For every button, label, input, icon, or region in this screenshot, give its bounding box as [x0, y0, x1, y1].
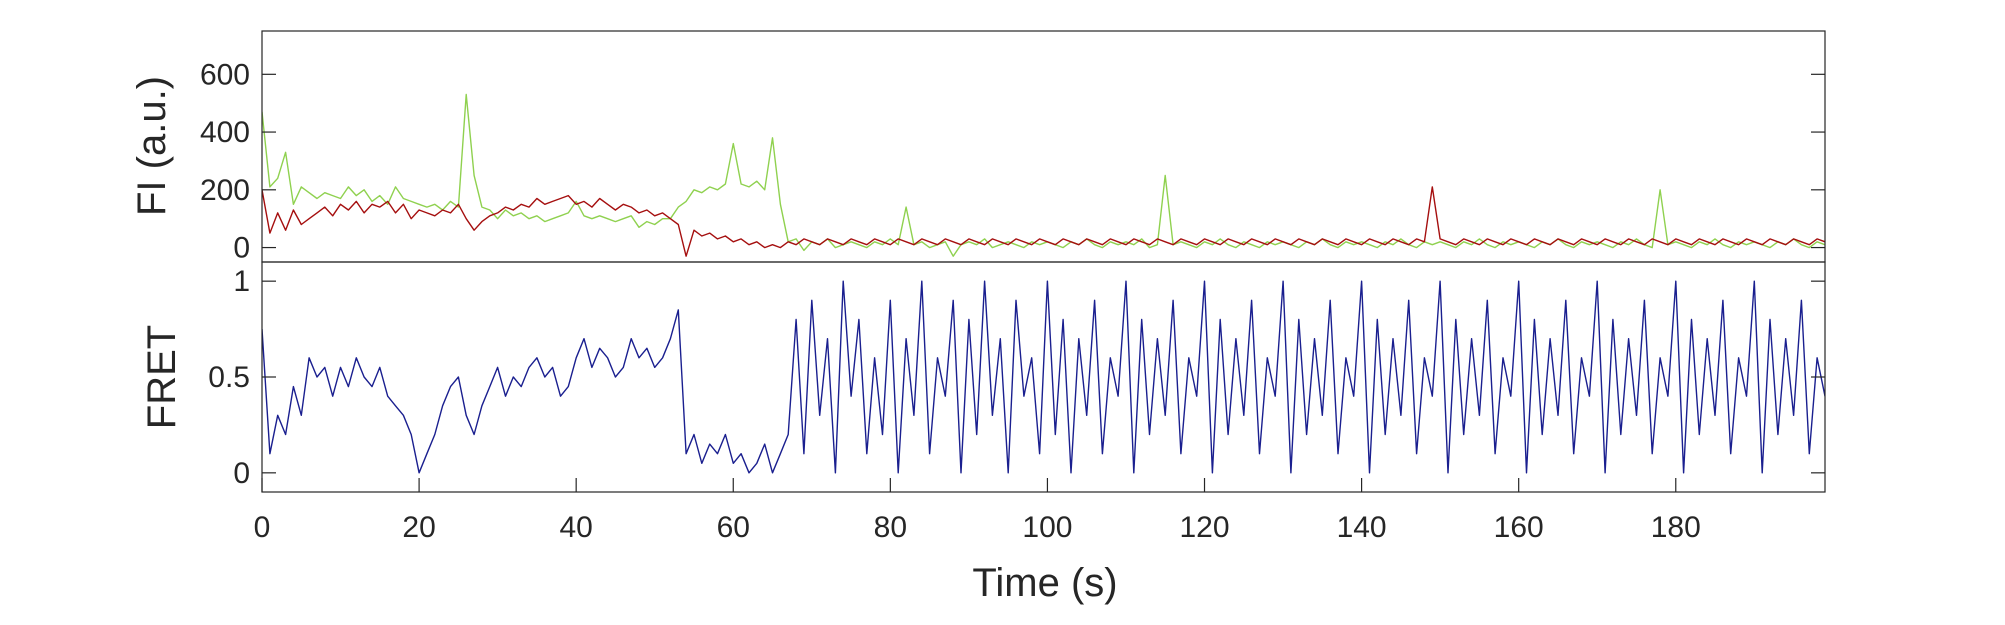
fluorescence-y-axis-label: FI (a.u.)	[130, 76, 174, 216]
fret-x-tick-label: 40	[559, 511, 592, 544]
fret-y-tick-label: 0	[233, 457, 250, 490]
fluorescence-y-tick-label: 200	[200, 174, 250, 207]
fret-series-1-line	[262, 280, 1825, 474]
fret-x-tick-label: 20	[402, 511, 435, 544]
fret-x-tick-label: 80	[874, 511, 907, 544]
fret-x-tick-label: 180	[1651, 511, 1701, 544]
fret-x-tick-label: 60	[717, 511, 750, 544]
fret-y-axis-label: FRET	[140, 325, 184, 429]
fret-x-tick-label: 120	[1179, 511, 1229, 544]
fret-x-tick-label: 0	[254, 511, 271, 544]
fret-x-tick-label: 140	[1337, 511, 1387, 544]
fluorescence-series-2-line	[262, 186, 1825, 257]
fret-y-tick-label: 0.5	[208, 361, 250, 394]
fret-y-tick-label: 1	[233, 265, 250, 298]
fret-x-tick-label: 100	[1022, 511, 1072, 544]
fluorescence-y-tick-label: 600	[200, 58, 250, 91]
fret-panel: 0 0.5 1 0 20 40 60 80 100 120 140 160 180	[208, 261, 1826, 544]
fluorescence-panel: 0 200 400 600	[200, 30, 1826, 265]
fluorescence-y-tick-label: 0	[233, 232, 250, 265]
fluorescence-y-tick-label: 400	[200, 116, 250, 149]
fluorescence-axes-box	[261, 30, 1826, 263]
fret-x-tick-label: 160	[1494, 511, 1544, 544]
time-x-axis-label: Time (s)	[972, 561, 1117, 605]
fluorescence-series-1-line	[262, 93, 1825, 257]
